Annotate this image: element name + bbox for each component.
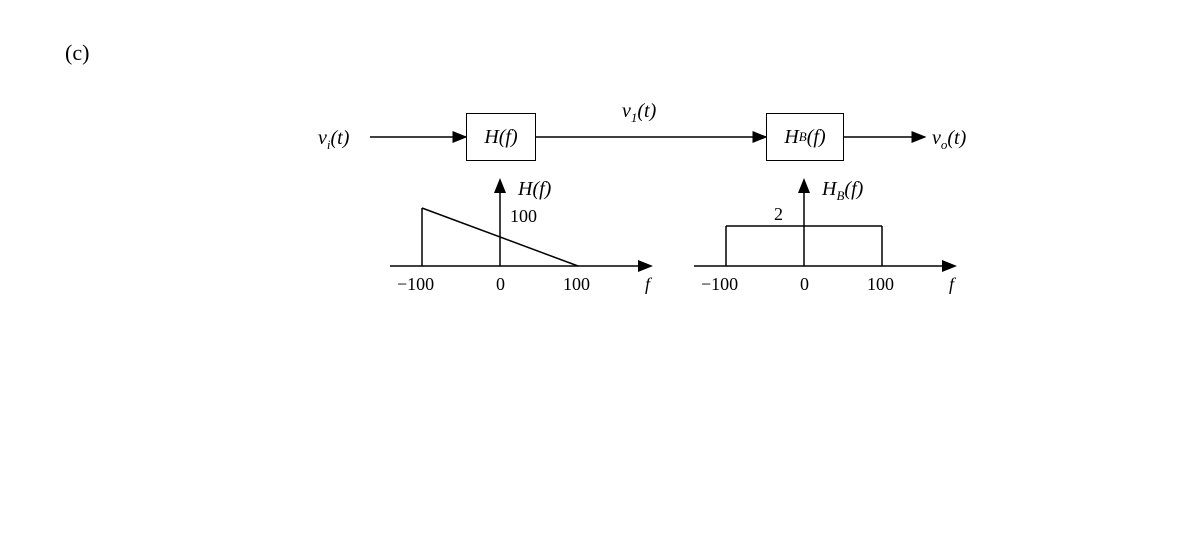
graph2-ylabel: 2 <box>774 204 783 225</box>
graph2-title: HB(f) <box>822 178 863 204</box>
graph2-x-var: f <box>949 274 954 295</box>
graph2-x-pos: 100 <box>867 274 894 295</box>
graph-hb <box>0 0 1189 557</box>
g2-title-h: H <box>822 178 836 200</box>
graph2-x-neg: −100 <box>701 274 738 295</box>
g2-title-arg: (f) <box>844 178 863 200</box>
graph2-x-zero: 0 <box>800 274 809 295</box>
